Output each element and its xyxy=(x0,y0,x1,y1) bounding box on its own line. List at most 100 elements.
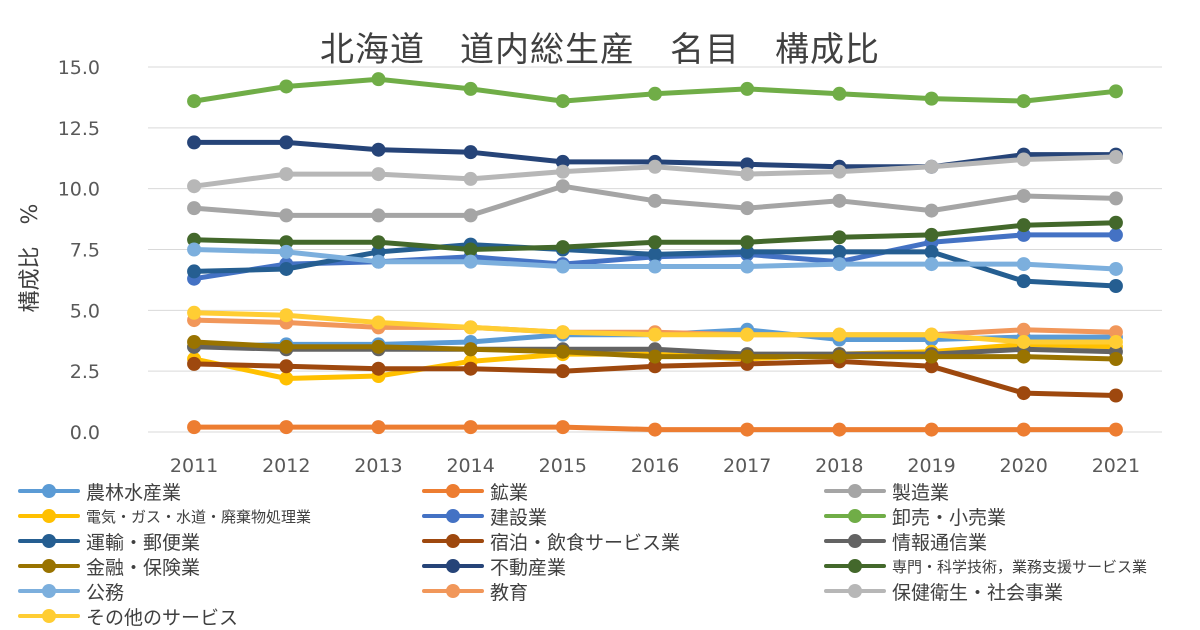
legend-swatch xyxy=(824,580,886,602)
legend-item: 製造業 xyxy=(824,480,949,504)
x-tick-label: 2019 xyxy=(907,455,955,477)
legend-swatch xyxy=(18,530,80,552)
data-point xyxy=(279,261,294,276)
legend-swatch xyxy=(824,555,886,577)
data-point xyxy=(740,422,755,437)
data-point xyxy=(1108,352,1123,366)
data-point xyxy=(1108,422,1123,437)
legend-item: その他のサービス xyxy=(18,605,239,629)
data-point xyxy=(1016,152,1031,167)
series-12 xyxy=(187,215,1123,257)
data-point xyxy=(555,94,570,109)
x-tick-label: 2015 xyxy=(539,455,587,477)
data-point xyxy=(463,171,478,186)
legend-label: 不動産業 xyxy=(490,556,567,579)
series-10 xyxy=(187,334,1123,366)
data-point xyxy=(463,145,478,160)
data-point xyxy=(463,420,478,435)
data-point xyxy=(740,157,755,172)
data-point xyxy=(1108,334,1123,349)
legend-item: 専門・科学技術，業務支援サービス業 xyxy=(824,555,1147,577)
series-15 xyxy=(187,150,1123,194)
legend-swatch xyxy=(422,505,484,527)
data-point xyxy=(1108,150,1123,165)
x-axis-ticks: 2011 2012 2013 2014 2015 2016 2017 2018 2019 2020… xyxy=(170,455,1140,477)
chart-title: 北海道 道内総生産 名目 構成比 xyxy=(320,30,880,70)
data-point xyxy=(371,315,386,330)
data-point xyxy=(279,208,294,223)
data-point xyxy=(740,167,755,182)
data-point xyxy=(371,244,386,259)
legend-item: 電気・ガス・水道・廃棄物処理業 xyxy=(18,505,311,527)
y-tick-label: 5.0 xyxy=(70,300,100,322)
data-point xyxy=(463,242,478,257)
data-point xyxy=(924,422,939,437)
data-point xyxy=(279,79,294,94)
data-point xyxy=(832,193,847,208)
y-tick-label: 7.5 xyxy=(70,240,100,262)
data-point xyxy=(187,356,202,371)
data-point xyxy=(1108,227,1123,242)
legend: 農林水産業 鉱業 製造業 電気・ガス・水道・廃棄物処理業 建設業 卸売・小売業 運輸・郵便業… xyxy=(18,480,1193,629)
x-tick-label: 2018 xyxy=(815,455,863,477)
data-point xyxy=(924,244,939,259)
data-point xyxy=(740,327,755,342)
x-tick-label: 2011 xyxy=(170,455,218,477)
legend-item: 教育 xyxy=(422,580,528,604)
legend-label: 情報通信業 xyxy=(892,531,988,554)
data-point xyxy=(832,422,847,437)
data-point xyxy=(648,349,662,364)
data-point xyxy=(832,257,847,272)
data-point xyxy=(463,208,478,223)
legend-item: 公務 xyxy=(18,580,124,604)
y-tick-label: 15.0 xyxy=(58,57,100,79)
legend-swatch xyxy=(422,555,484,577)
legend-swatch xyxy=(18,555,80,577)
legend-label: 金融・保険業 xyxy=(86,556,201,579)
data-point xyxy=(832,327,847,342)
data-point xyxy=(187,94,202,109)
legend-swatch xyxy=(824,530,886,552)
data-point xyxy=(555,364,570,379)
legend-item: 宿泊・飲食サービス業 xyxy=(422,530,681,554)
data-point xyxy=(279,420,294,435)
data-point xyxy=(1016,257,1031,272)
data-point xyxy=(555,164,570,179)
legend-swatch xyxy=(824,505,886,527)
data-point xyxy=(463,81,478,96)
data-point xyxy=(279,167,294,182)
data-point xyxy=(1016,322,1031,337)
data-point xyxy=(832,164,847,179)
data-point xyxy=(648,327,662,342)
data-point xyxy=(555,179,570,194)
data-point xyxy=(1016,422,1031,437)
data-point xyxy=(1108,279,1123,293)
data-point xyxy=(924,159,939,174)
data-point xyxy=(648,359,662,374)
legend-label: 卸売・小売業 xyxy=(892,506,1007,529)
x-tick-label: 2017 xyxy=(723,455,771,477)
legend-swatch xyxy=(18,605,80,627)
legend-swatch xyxy=(422,480,484,502)
legend-label: その他のサービス xyxy=(86,606,239,629)
data-point xyxy=(279,244,294,259)
legend-label: 宿泊・飲食サービス業 xyxy=(490,531,681,554)
legend-swatch xyxy=(824,480,886,502)
data-point xyxy=(1108,261,1123,276)
series-group xyxy=(187,72,1123,437)
data-point xyxy=(555,344,570,359)
x-tick-label: 2012 xyxy=(262,455,310,477)
legend-swatch xyxy=(18,580,80,602)
data-point xyxy=(648,193,662,208)
x-tick-label: 2016 xyxy=(631,455,679,477)
data-point xyxy=(187,334,202,349)
data-point xyxy=(279,308,294,323)
y-tick-label: 2.5 xyxy=(70,361,100,383)
data-point xyxy=(924,203,939,218)
data-point xyxy=(371,254,386,269)
legend-item: 農林水産業 xyxy=(18,480,181,504)
data-point xyxy=(371,420,386,435)
data-point xyxy=(463,361,478,376)
series-13 xyxy=(187,242,1123,276)
data-point xyxy=(924,257,939,272)
